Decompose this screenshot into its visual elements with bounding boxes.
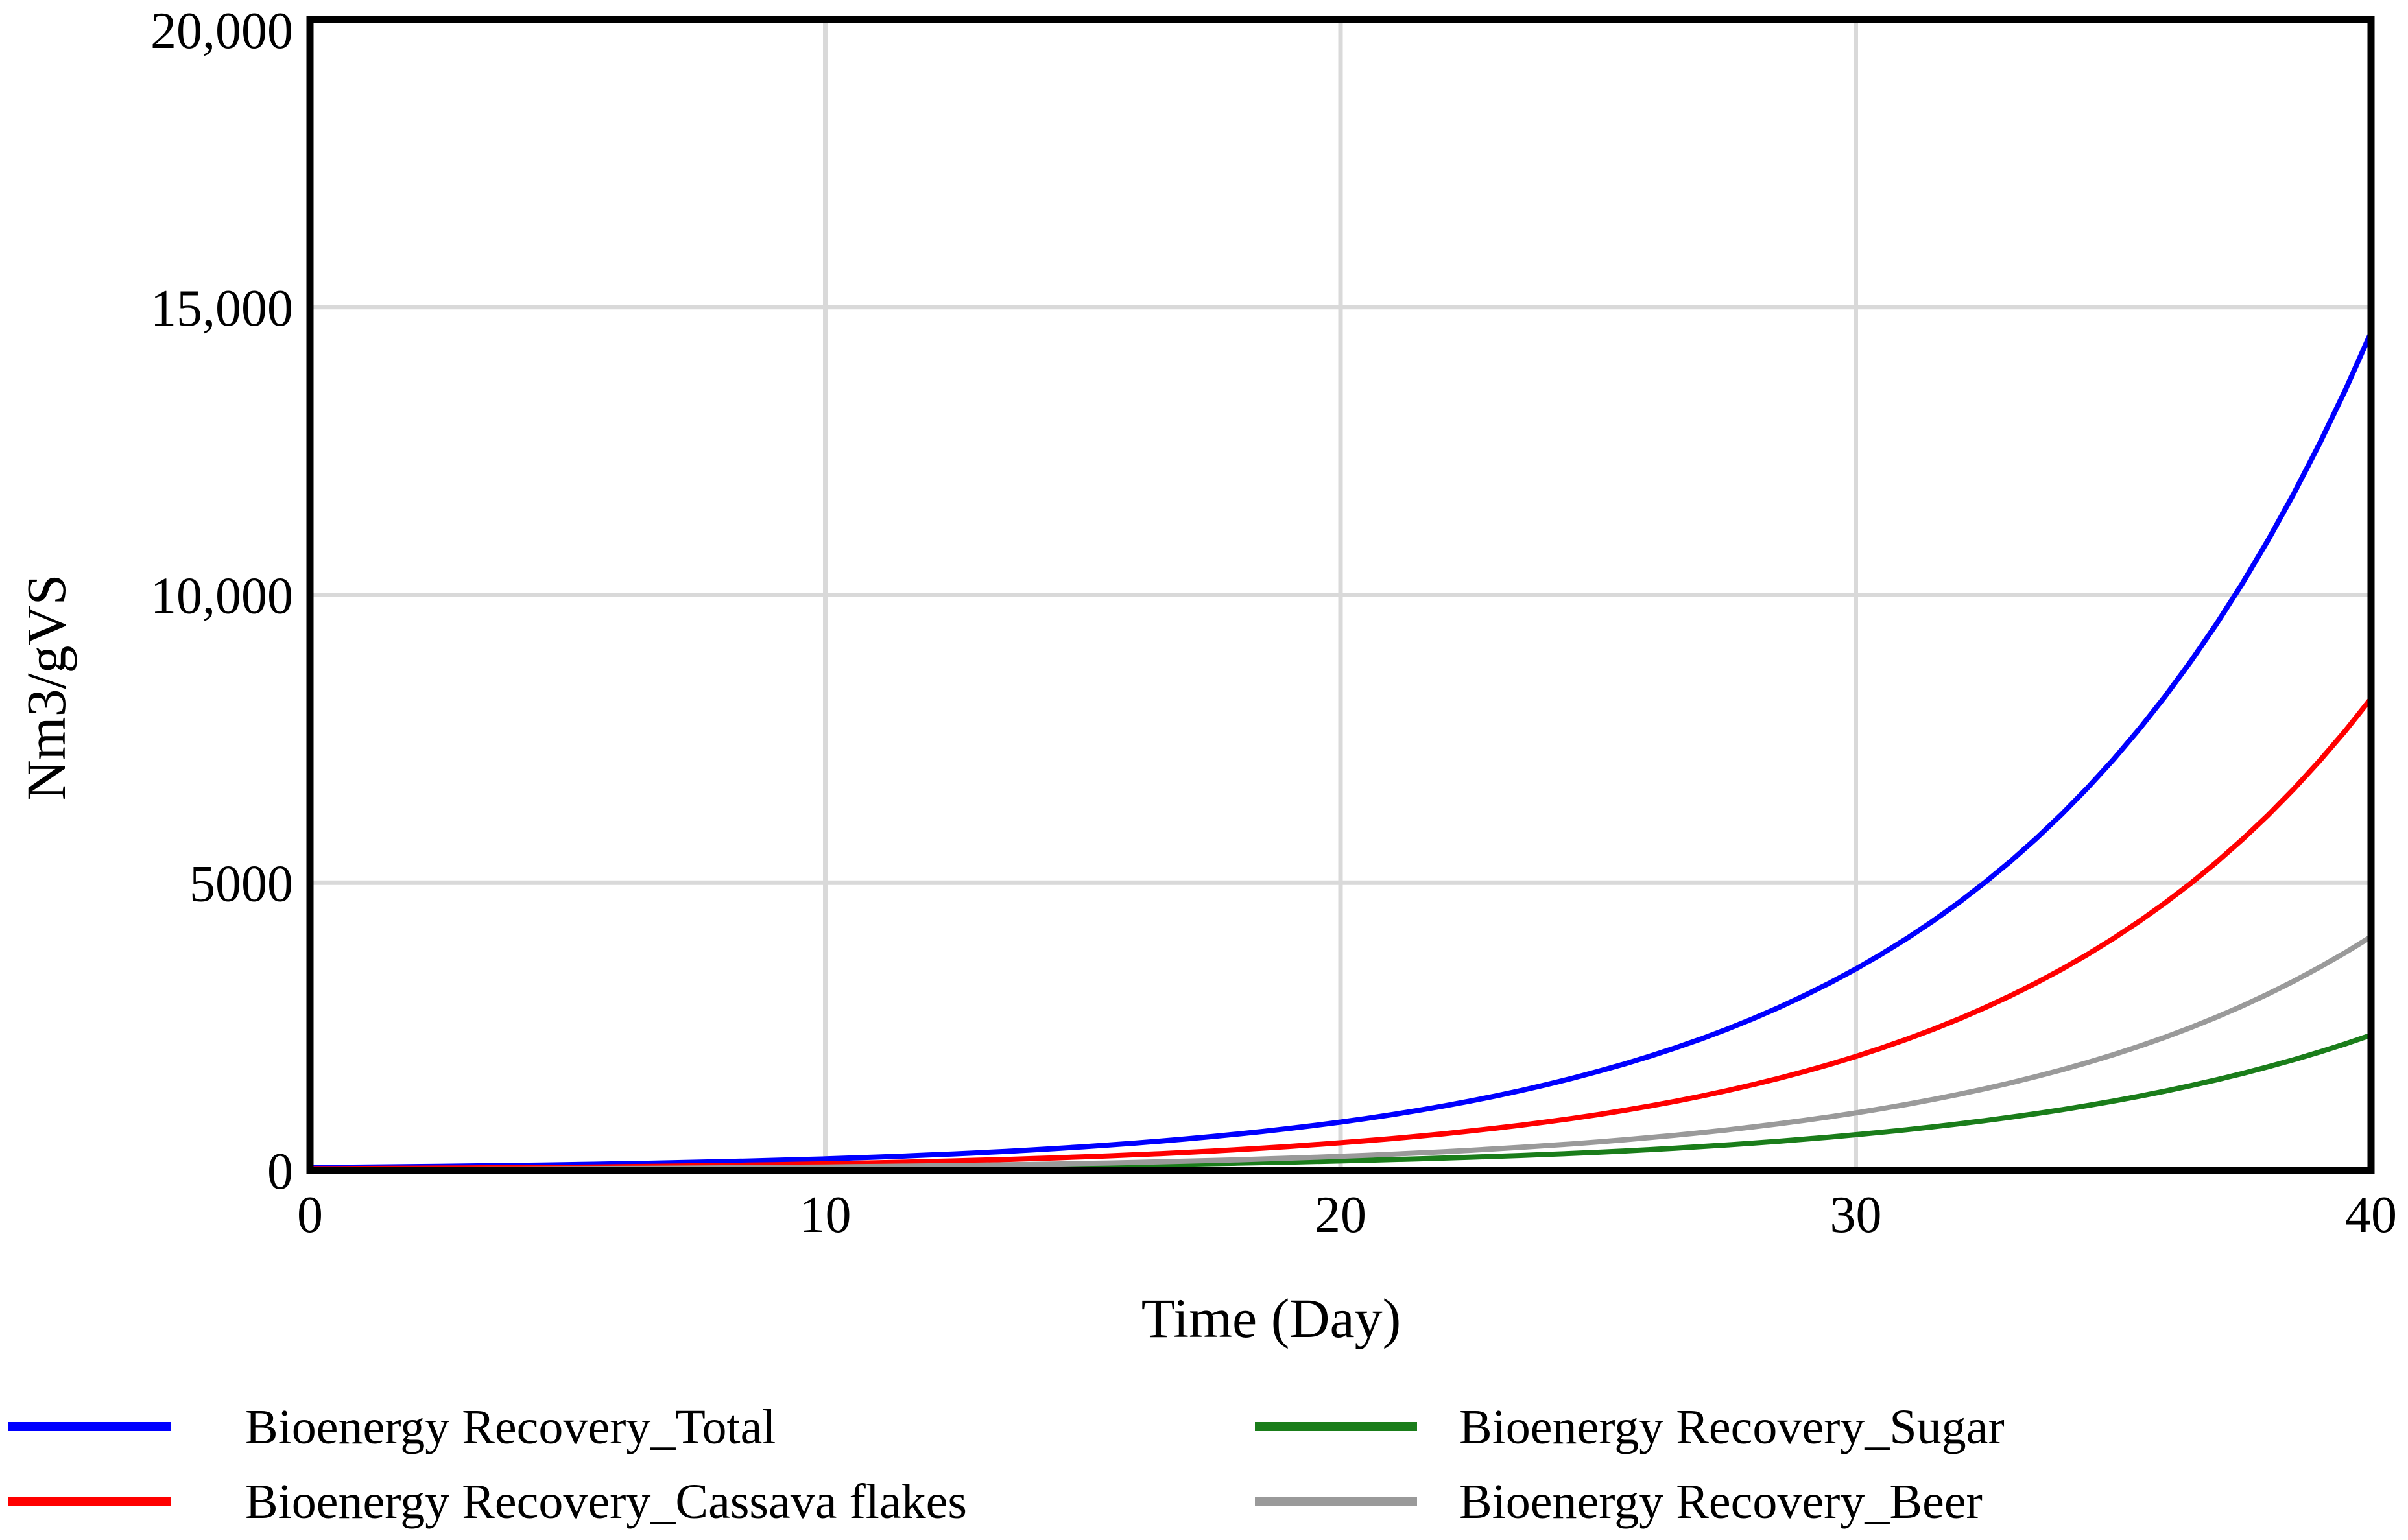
y-tick-label-10000: 10,000 [150,568,293,625]
x-tick-label-20: 20 [1315,1187,1366,1244]
x-tick-label-30: 30 [1830,1187,1882,1244]
y-tick-label-5000: 5000 [189,855,293,912]
plot-border [306,16,2375,1174]
x-tick-label-10: 10 [800,1187,852,1244]
legend-label-0: Bioenergy Recovery_Total [245,1400,776,1454]
x-axis-title: Time (Day) [1141,1287,1401,1349]
legend-label-3: Bioenergy Recovery_Beer [1459,1475,1983,1529]
legend-label-1: Bioenergy Recovery_Cassava flakes [245,1475,967,1529]
legend-label-2: Bioenergy Recovery_Sugar [1459,1400,2005,1454]
y-axis-title: Nm3/gVS [15,575,77,801]
y-tick-label-15000: 15,000 [150,280,293,337]
y-tick-label-0: 0 [267,1143,293,1200]
x-tick-label-40: 40 [2345,1187,2397,1244]
series-line-0 [309,331,2374,1170]
x-tick-label-0: 0 [297,1187,323,1244]
y-tick-label-20000: 20,000 [150,3,293,60]
